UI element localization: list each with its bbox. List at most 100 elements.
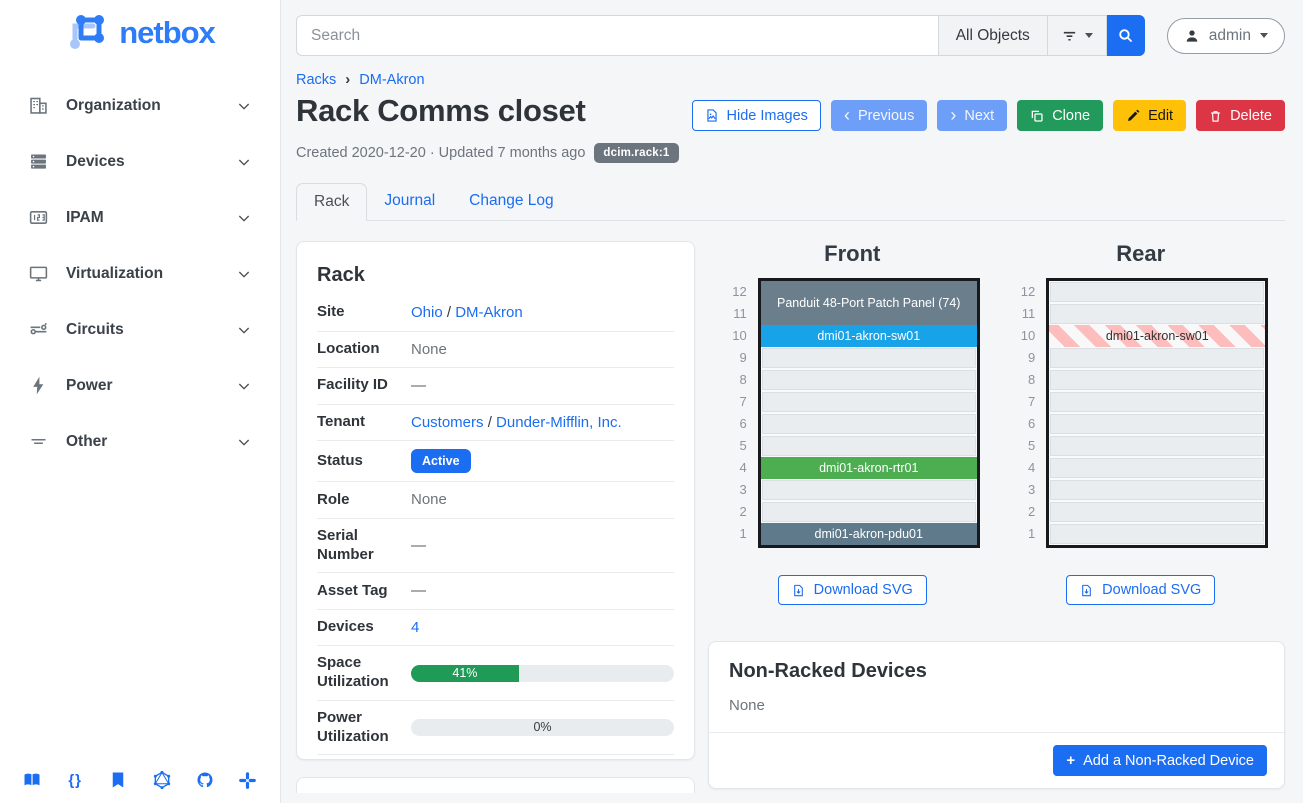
- non-racked-title: Non-Racked Devices: [729, 660, 927, 682]
- journal-bookmark-icon[interactable]: [108, 770, 128, 790]
- rest-api-icon[interactable]: {}: [68, 771, 83, 789]
- field-value: Active: [411, 449, 674, 474]
- info-row: Devices 4: [317, 610, 674, 647]
- empty-rack-slot[interactable]: [760, 369, 977, 391]
- add-non-racked-device-button[interactable]: + Add a Non-Racked Device: [1053, 745, 1267, 776]
- tab-content: Rack Site Ohio / DM-Akron Location None Faci…: [296, 241, 1285, 794]
- search-filter-button[interactable]: [1047, 15, 1107, 56]
- object-actions: Hide Images ‹ Previous › Next Clone Edit…: [691, 100, 1285, 131]
- unit-number: 7: [1028, 394, 1036, 409]
- info-row: Role None: [317, 482, 674, 519]
- sidebar-item-virtualization[interactable]: Virtualization: [26, 254, 254, 293]
- rack-device[interactable]: dmi01-akron-pdu01: [760, 523, 977, 545]
- unit-number: 7: [739, 394, 747, 409]
- rack-device[interactable]: Panduit 48-Port Patch Panel (74): [760, 281, 977, 325]
- empty-rack-slot[interactable]: [1049, 457, 1266, 479]
- empty-rack-slot[interactable]: [1049, 281, 1266, 303]
- empty-rack-slot[interactable]: [1049, 479, 1266, 501]
- link-separator: /: [483, 413, 497, 431]
- field-value: 4: [411, 618, 674, 638]
- empty-rack-slot[interactable]: [760, 435, 977, 457]
- empty-rack-slot[interactable]: [760, 479, 977, 501]
- transit-connection-icon: [30, 322, 47, 335]
- previous-button[interactable]: ‹ Previous: [830, 100, 928, 131]
- utilization-bar-label: 0%: [533, 720, 552, 735]
- empty-rack-slot[interactable]: [1049, 523, 1266, 545]
- graphql-icon[interactable]: [152, 770, 172, 790]
- rack-box: dmi01-akron-sw01: [1046, 278, 1269, 548]
- field-link[interactable]: Ohio: [411, 304, 443, 321]
- empty-rack-slot[interactable]: [760, 501, 977, 523]
- topbar: All Objects admin: [296, 15, 1285, 56]
- field-value: —: [411, 376, 674, 396]
- counter-icon: [29, 211, 48, 224]
- clone-button[interactable]: Clone: [1017, 100, 1104, 131]
- rack-box: Panduit 48-Port Patch Panel (74) dmi01-ak…: [757, 278, 980, 548]
- download-svg-rear-button[interactable]: Download SVG: [1066, 575, 1216, 605]
- elevations: Front 12 11 10 9 8 7 6 5 4 3 2 1 Panduit 48-Port Pa…: [708, 241, 1285, 605]
- empty-value: —: [411, 536, 426, 554]
- field-value: None: [411, 340, 674, 360]
- delete-button[interactable]: Delete: [1196, 100, 1285, 131]
- search-submit-button[interactable]: [1106, 15, 1145, 56]
- sidebar-item-other[interactable]: Other: [26, 422, 254, 461]
- edit-button[interactable]: Edit: [1113, 100, 1187, 131]
- field-link[interactable]: Customers: [411, 413, 484, 431]
- field-link[interactable]: 4: [411, 618, 420, 636]
- unit-number: 12: [1020, 284, 1036, 299]
- empty-rack-slot[interactable]: [760, 391, 977, 413]
- field-link[interactable]: Dunder-Mifflin, Inc.: [496, 413, 622, 431]
- github-icon[interactable]: [195, 770, 215, 790]
- rack-device[interactable]: dmi01-akron-rtr01: [760, 457, 977, 479]
- tab-rack[interactable]: Rack: [296, 183, 368, 221]
- next-button[interactable]: › Next: [937, 100, 1008, 131]
- elevation-front: Front 12 11 10 9 8 7 6 5 4 3 2 1 Panduit 48-Port Pa…: [708, 241, 997, 605]
- slack-icon[interactable]: [238, 770, 258, 790]
- non-racked-devices-card: Non-Racked Devices None + Add a Non-Rack…: [708, 641, 1285, 789]
- empty-rack-slot[interactable]: [1049, 435, 1266, 457]
- hide-images-button[interactable]: Hide Images: [691, 100, 821, 131]
- sidebar-item-organization[interactable]: Organization: [26, 86, 254, 125]
- empty-rack-slot[interactable]: [1049, 391, 1266, 413]
- sidebar-item-circuits[interactable]: Circuits: [26, 310, 254, 349]
- sidebar-item-ipam[interactable]: IPAM: [26, 198, 254, 237]
- field-value: —: [411, 536, 674, 556]
- download-svg-front-button[interactable]: Download SVG: [777, 575, 927, 605]
- info-row: Facility ID —: [317, 368, 674, 405]
- field-value: Customers / Dunder-Mifflin, Inc.: [411, 413, 674, 433]
- chevron-right-icon: ›: [950, 104, 957, 125]
- caret-down-icon: [1260, 33, 1268, 38]
- empty-rack-slot[interactable]: [760, 347, 977, 369]
- breadcrumb-racks[interactable]: Racks: [296, 71, 337, 88]
- sidebar-footer: {}: [0, 770, 280, 790]
- rack-device[interactable]: dmi01-akron-sw01: [1049, 325, 1266, 347]
- unit-number: 10: [1020, 328, 1036, 343]
- user-menu[interactable]: admin: [1166, 17, 1285, 54]
- unit-number: 2: [739, 504, 747, 519]
- rack-device[interactable]: dmi01-akron-sw01: [760, 325, 977, 347]
- empty-rack-slot[interactable]: [1049, 501, 1266, 523]
- netbox-logo-text: netbox: [119, 15, 216, 50]
- breadcrumb-dm-akron[interactable]: DM-Akron: [359, 71, 425, 88]
- field-value: Ohio / DM-Akron: [411, 303, 674, 323]
- tab-change-log[interactable]: Change Log: [469, 192, 554, 209]
- netbox-logo[interactable]: netbox: [0, 0, 280, 58]
- object-meta: Created 2020-12-20 · Updated 7 months ag…: [296, 143, 1285, 163]
- docs-book-icon[interactable]: [22, 770, 42, 790]
- empty-rack-slot[interactable]: [760, 413, 977, 435]
- sidebar-item-power[interactable]: Power: [26, 366, 254, 405]
- empty-rack-slot[interactable]: [1049, 303, 1266, 325]
- unit-number: 4: [1028, 460, 1036, 475]
- field-link[interactable]: DM-Akron: [455, 304, 523, 321]
- search-input[interactable]: [296, 15, 938, 56]
- empty-rack-slot[interactable]: [1049, 369, 1266, 391]
- chevron-down-icon: [238, 103, 250, 110]
- sidebar-item-devices[interactable]: Devices: [26, 142, 254, 181]
- tab-journal[interactable]: Journal: [384, 192, 436, 209]
- empty-rack-slot[interactable]: [1049, 413, 1266, 435]
- unit-number: 6: [1028, 416, 1036, 431]
- unit-number: 1: [739, 526, 747, 541]
- next-card-partial: [296, 777, 695, 794]
- object-type-button[interactable]: All Objects: [937, 15, 1048, 56]
- empty-rack-slot[interactable]: [1049, 347, 1266, 369]
